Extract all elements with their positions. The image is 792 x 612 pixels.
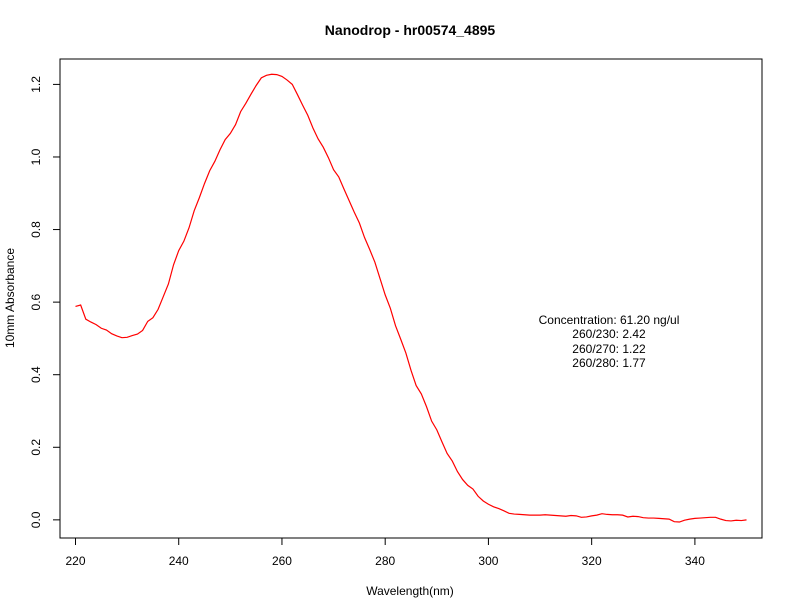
x-tick-label: 340 xyxy=(685,554,705,568)
x-axis-label: Wavelength(nm) xyxy=(366,584,454,598)
y-tick-label: 1.2 xyxy=(29,76,43,93)
chart-title: Nanodrop - hr00574_4895 xyxy=(325,22,496,38)
annotation-concentration: Concentration: 61.20 ng/ul xyxy=(539,313,680,327)
annotation-ratio-260-230: 260/230: 2.42 xyxy=(572,327,646,341)
series-layer xyxy=(75,73,747,523)
concentration-annotation: Concentration: 61.20 ng/ul 260/230: 2.42… xyxy=(539,313,680,370)
x-tick-label: 240 xyxy=(169,554,189,568)
x-tick-label: 300 xyxy=(478,554,498,568)
x-tick-label: 260 xyxy=(272,554,292,568)
x-tick-label: 280 xyxy=(375,554,395,568)
annotation-ratio-260-270: 260/270: 1.22 xyxy=(572,342,646,356)
y-axis-label: 10mm Absorbance xyxy=(3,248,17,348)
x-tick-label: 320 xyxy=(582,554,602,568)
y-tick-label: 1.0 xyxy=(29,148,43,165)
plot-frame xyxy=(59,58,763,539)
y-tick-label: 0.4 xyxy=(29,366,43,383)
x-tick-label: 220 xyxy=(65,554,85,568)
annotation-ratio-260-280: 260/280: 1.77 xyxy=(572,356,646,370)
y-axis: 0.0 0.2 0.4 0.6 0.8 1.0 1.2 xyxy=(29,76,61,528)
absorbance-series-line xyxy=(75,73,747,523)
y-tick-label: 0.6 xyxy=(29,293,43,310)
x-axis: 220 240 260 280 300 320 340 xyxy=(65,537,705,568)
y-tick-label: 0.2 xyxy=(29,439,43,456)
y-tick-label: 0.0 xyxy=(29,511,43,528)
y-tick-label: 0.8 xyxy=(29,221,43,238)
